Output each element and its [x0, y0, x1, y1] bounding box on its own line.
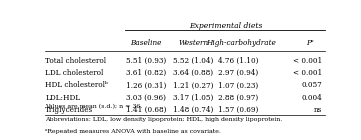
Text: 1.57 (0.69): 1.57 (0.69) [218, 106, 258, 114]
Text: Total cholesterol: Total cholesterol [45, 57, 106, 65]
Text: Triglycerides: Triglycerides [45, 106, 93, 114]
Text: Abbreviations: LDL, low density lipoprotein; HDL, high density lipoprotein.: Abbreviations: LDL, low density lipoprot… [45, 116, 282, 122]
Text: 3.03 (0.96): 3.03 (0.96) [126, 94, 166, 102]
Text: 2.88 (0.97): 2.88 (0.97) [218, 94, 258, 102]
Text: 1.07 (0.23): 1.07 (0.23) [218, 81, 258, 89]
Text: Experimental diets: Experimental diets [189, 22, 262, 30]
Text: < 0.001: < 0.001 [293, 57, 322, 65]
Text: High-carbohydrate: High-carbohydrate [206, 39, 276, 47]
Text: 5.52 (1.04): 5.52 (1.04) [173, 57, 214, 65]
Text: ns: ns [314, 106, 322, 114]
Text: 3.17 (1.05): 3.17 (1.05) [173, 94, 214, 102]
Text: HDL cholesterolᵇ: HDL cholesterolᵇ [45, 81, 108, 89]
Text: 0.057: 0.057 [301, 81, 322, 89]
Text: Baseline: Baseline [130, 39, 161, 47]
Text: 3.64 (0.88): 3.64 (0.88) [173, 69, 213, 77]
Text: 1.26 (0.31): 1.26 (0.31) [126, 81, 166, 89]
Text: Western: Western [178, 39, 208, 47]
Text: 1.48 (0.74): 1.48 (0.74) [173, 106, 214, 114]
Text: Values are mean (s.d.); n = 36.: Values are mean (s.d.); n = 36. [45, 104, 142, 109]
Text: 0.004: 0.004 [301, 94, 322, 102]
Text: Pᵃ: Pᵃ [306, 39, 314, 47]
Text: < 0.001: < 0.001 [293, 69, 322, 77]
Text: 1.41 (0.68): 1.41 (0.68) [126, 106, 166, 114]
Text: LDL cholesterol: LDL cholesterol [45, 69, 104, 77]
Text: 5.51 (0.93): 5.51 (0.93) [126, 57, 166, 65]
Text: 3.61 (0.82): 3.61 (0.82) [126, 69, 166, 77]
Text: 2.97 (0.94): 2.97 (0.94) [218, 69, 258, 77]
Text: 1.21 (0.27): 1.21 (0.27) [173, 81, 214, 89]
Text: ᵃRepeated measures ANOVA with baseline as covariate.: ᵃRepeated measures ANOVA with baseline a… [45, 129, 221, 134]
Text: 4.76 (1.10): 4.76 (1.10) [218, 57, 258, 65]
Text: LDL:HDL: LDL:HDL [45, 94, 80, 102]
